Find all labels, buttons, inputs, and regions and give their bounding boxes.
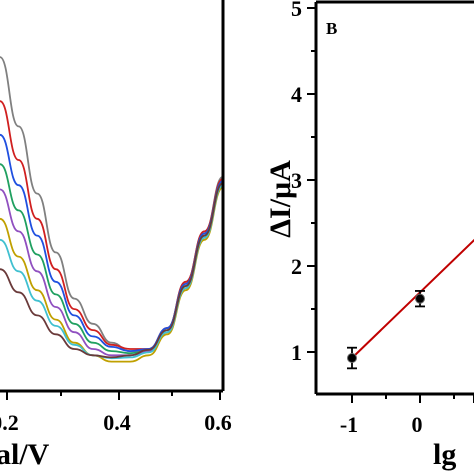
point-marker	[347, 353, 357, 364]
right-y-tick-label: 1	[291, 340, 302, 365]
data-point-2	[415, 290, 425, 308]
point-marker	[415, 293, 425, 304]
curve-2	[0, 100, 224, 350]
right-panel-calibration: B 1 2 3 4 5 -1 0 ΔI/μA lg	[264, 0, 474, 471]
curve-8	[0, 182, 224, 359]
left-panel-voltammogram: 0.2 0.4 0.6 al/V	[0, 0, 232, 471]
right-y-tick-label: 2	[291, 254, 302, 279]
left-x-tick-label: 0.2	[0, 410, 19, 435]
right-x-tick-label: -1	[340, 412, 358, 437]
panel-label-b: B	[326, 19, 337, 38]
curve-6	[0, 186, 224, 363]
right-y-tick-label: 4	[291, 82, 302, 107]
data-points	[347, 290, 425, 370]
right-y-tick-label: 5	[291, 0, 302, 21]
left-curves	[0, 56, 224, 363]
right-x-ticks: -1 0	[340, 394, 474, 437]
left-x-axis-title: al/V	[0, 438, 50, 471]
fit-line	[351, 238, 474, 359]
left-x-tick-label: 0.6	[204, 410, 232, 435]
fit-line-group	[351, 238, 474, 359]
right-x-axis-title: lg	[433, 438, 456, 471]
left-x-ticks: 0.2 0.4 0.6	[0, 391, 232, 435]
curve-1	[0, 56, 224, 353]
data-point-1	[347, 346, 357, 370]
right-y-tick-label: 3	[291, 168, 302, 193]
right-x-tick-label: 0	[412, 412, 423, 437]
curve-5	[0, 184, 224, 357]
left-x-tick-label: 0.4	[103, 410, 131, 435]
right-y-axis-title: ΔI/μA	[264, 160, 297, 238]
curve-3	[0, 133, 224, 353]
curve-4	[0, 163, 224, 355]
curve-7	[0, 184, 224, 360]
right-y-ticks: 1 2 3 4 5	[291, 0, 316, 365]
